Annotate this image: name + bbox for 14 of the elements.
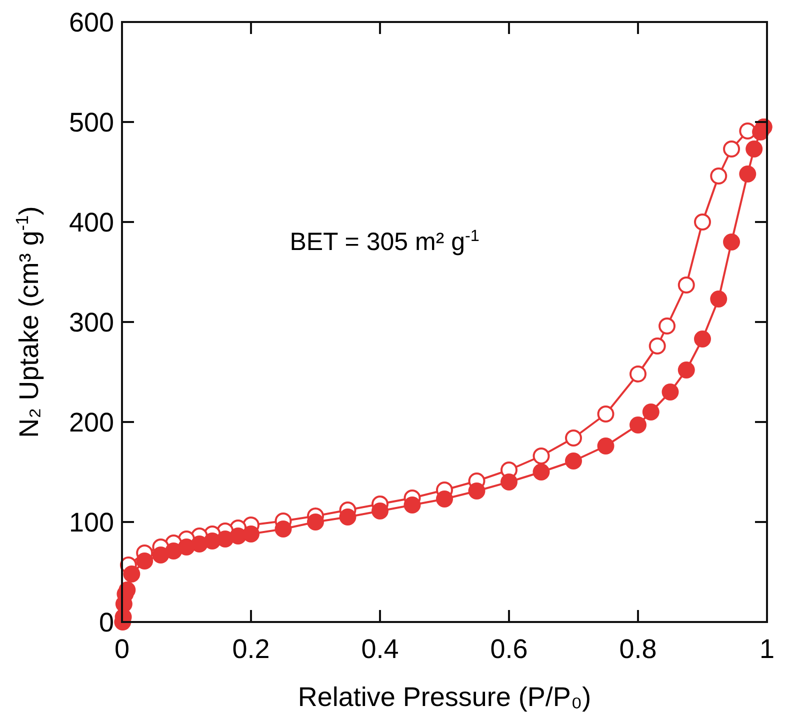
y-tick-label: 500 [68,107,114,138]
y-tick-label: 400 [68,207,114,238]
x-tick-label: 0.4 [361,634,399,664]
y-tick-label: 600 [68,7,114,38]
x-tick-label: 0.6 [490,634,528,664]
x-tick-label: 1 [759,634,775,664]
x-tick-label: 0.8 [619,634,657,664]
x-axis-title: Relative Pressure (P/P₀) [298,682,592,712]
y-tick-label: 100 [68,507,114,538]
annotation: BET = 305 m² g$^{-1}$ [290,227,480,256]
x-tick-label: 0.2 [232,634,270,664]
y-tick-label: 0 [98,607,114,638]
y-tick-label: 300 [68,307,114,338]
y-tick-label: 200 [68,407,114,438]
